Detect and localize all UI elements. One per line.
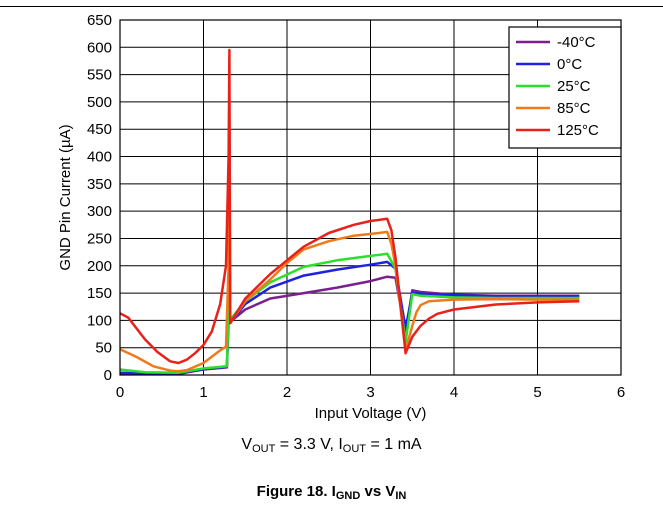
cond-tail: = 1 mA <box>366 436 422 453</box>
legend-label: 85°C <box>557 100 591 117</box>
x-tick-label: 5 <box>533 384 541 401</box>
gnd-current-chart: 0 1 2 3 4 5 6 0 50 100 150 200 250 300 350 400 450 500 550… <box>57 12 625 422</box>
cond-v-sub: OUT <box>252 443 276 455</box>
plot-area-frame <box>119 19 622 376</box>
series-line-85C <box>119 117 580 373</box>
top-divider <box>0 6 663 7</box>
y-tick-label: 400 <box>87 149 112 166</box>
legend-box <box>508 26 622 149</box>
y-tick-label: 450 <box>87 121 112 138</box>
cond-v: V <box>241 436 253 453</box>
y-tick-label: 600 <box>87 39 112 56</box>
y-tick-label: 100 <box>87 312 112 329</box>
series-line--40C <box>119 253 580 376</box>
x-tick-label: 0 <box>116 384 124 401</box>
y-tick-label: 500 <box>87 94 112 111</box>
tick-labels: 0 1 2 3 4 5 6 0 50 100 150 200 250 300 350 400 450 500 550… <box>87 12 625 401</box>
y-axis-label: GND Pin Current (µA) <box>57 124 74 270</box>
cond-i-sub: OUT <box>342 443 367 455</box>
y-tick-label: 350 <box>87 176 112 193</box>
x-tick-label: 3 <box>366 384 374 401</box>
grid <box>120 20 621 375</box>
fig-sub-in: IN <box>395 490 407 502</box>
series-line-125C <box>119 48 580 365</box>
legend: -40°C 0°C 25°C 85°C 125°C <box>508 26 622 149</box>
y-tick-label: 200 <box>87 258 112 275</box>
test-condition-caption: VOUT = 3.3 V, IOUT = 1 mA <box>0 436 663 455</box>
y-tick-label: 150 <box>87 285 112 302</box>
x-tick-label: 4 <box>450 384 458 401</box>
x-tick-label: 1 <box>199 384 207 401</box>
legend-label: 125°C <box>557 122 599 139</box>
fig-prefix: Figure 18. I <box>256 483 336 500</box>
y-tick-label: 300 <box>87 203 112 220</box>
y-tick-label: 250 <box>87 230 112 247</box>
x-tick-label: 6 <box>617 384 625 401</box>
legend-label: 25°C <box>557 78 591 95</box>
legend-label: 0°C <box>557 56 582 73</box>
series-line-25C <box>119 209 580 375</box>
fig-sub-gnd: GND <box>335 490 361 502</box>
y-tick-label: 0 <box>104 367 112 384</box>
cond-mid: = 3.3 V, I <box>275 436 343 453</box>
series-lines <box>119 48 580 376</box>
fig-mid: vs V <box>360 483 396 500</box>
x-tick-label: 2 <box>283 384 291 401</box>
figure-caption: Figure 18. IGND vs VIN <box>0 483 663 502</box>
y-tick-label: 650 <box>87 12 112 29</box>
x-axis-label: Input Voltage (V) <box>315 405 427 422</box>
y-tick-label: 550 <box>87 67 112 84</box>
legend-label: -40°C <box>557 34 596 51</box>
y-tick-label: 50 <box>95 340 112 357</box>
